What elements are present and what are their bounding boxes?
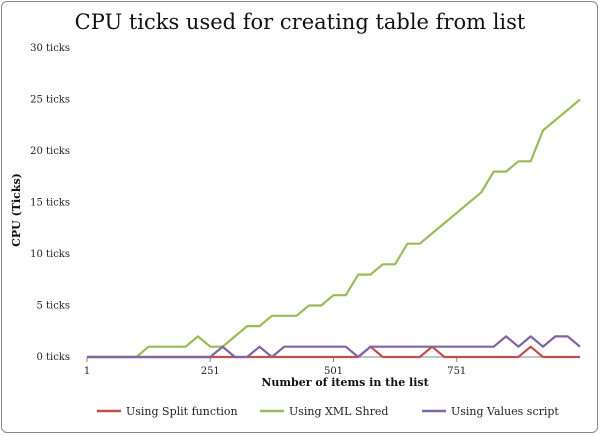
x-tick-label: 751 (447, 366, 466, 377)
series-line-0 (87, 345, 580, 359)
chart-title: CPU ticks used for creating table from l… (75, 10, 526, 34)
x-tick-label: 251 (201, 366, 220, 377)
y-tick-label: 20 ticks (30, 146, 70, 157)
y-axis-title: CPU (Ticks) (10, 173, 23, 247)
series-line-1 (87, 98, 581, 359)
y-tick-label: 30 ticks (30, 43, 70, 54)
legend-label-2: Using Values script (451, 405, 559, 418)
legend-label-0: Using Split function (126, 405, 238, 418)
y-tick-label: 25 ticks (30, 95, 70, 106)
y-tick-label: 5 ticks (36, 301, 70, 312)
y-tick-label: 0 ticks (36, 352, 70, 363)
legend: Using Split function Using XML Shred Using… (97, 405, 559, 418)
x-tick-label: 501 (324, 366, 343, 377)
x-tick-label: 1 (84, 366, 90, 377)
y-tick-label: 10 ticks (30, 249, 70, 260)
x-axis-title: Number of items in the list (261, 376, 429, 389)
y-tick-label: 15 ticks (30, 198, 70, 209)
x-axis-ticks: 1 251 501 751 (84, 357, 466, 377)
y-axis-ticks: 0 ticks 5 ticks 10 ticks 15 ticks 20 ticks 25… (30, 43, 70, 363)
legend-label-1: Using XML Shred (289, 405, 388, 418)
series-line-2 (87, 335, 581, 359)
series-lines (87, 98, 581, 359)
